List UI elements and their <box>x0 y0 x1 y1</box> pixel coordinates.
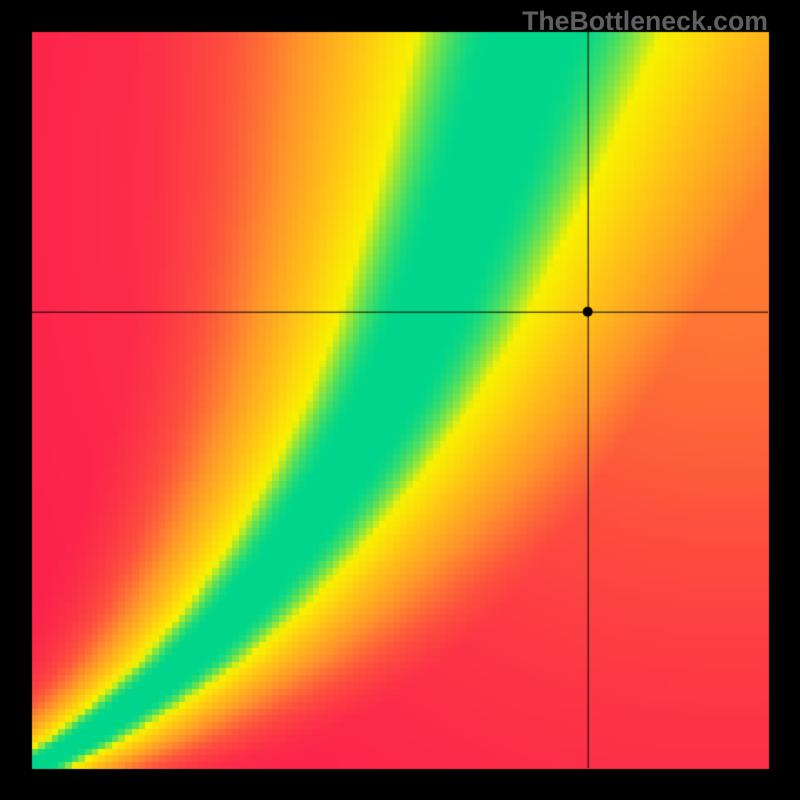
watermark-label: TheBottleneck.com <box>522 6 768 37</box>
chart-container: TheBottleneck.com <box>0 0 800 800</box>
bottleneck-heatmap <box>0 0 800 800</box>
